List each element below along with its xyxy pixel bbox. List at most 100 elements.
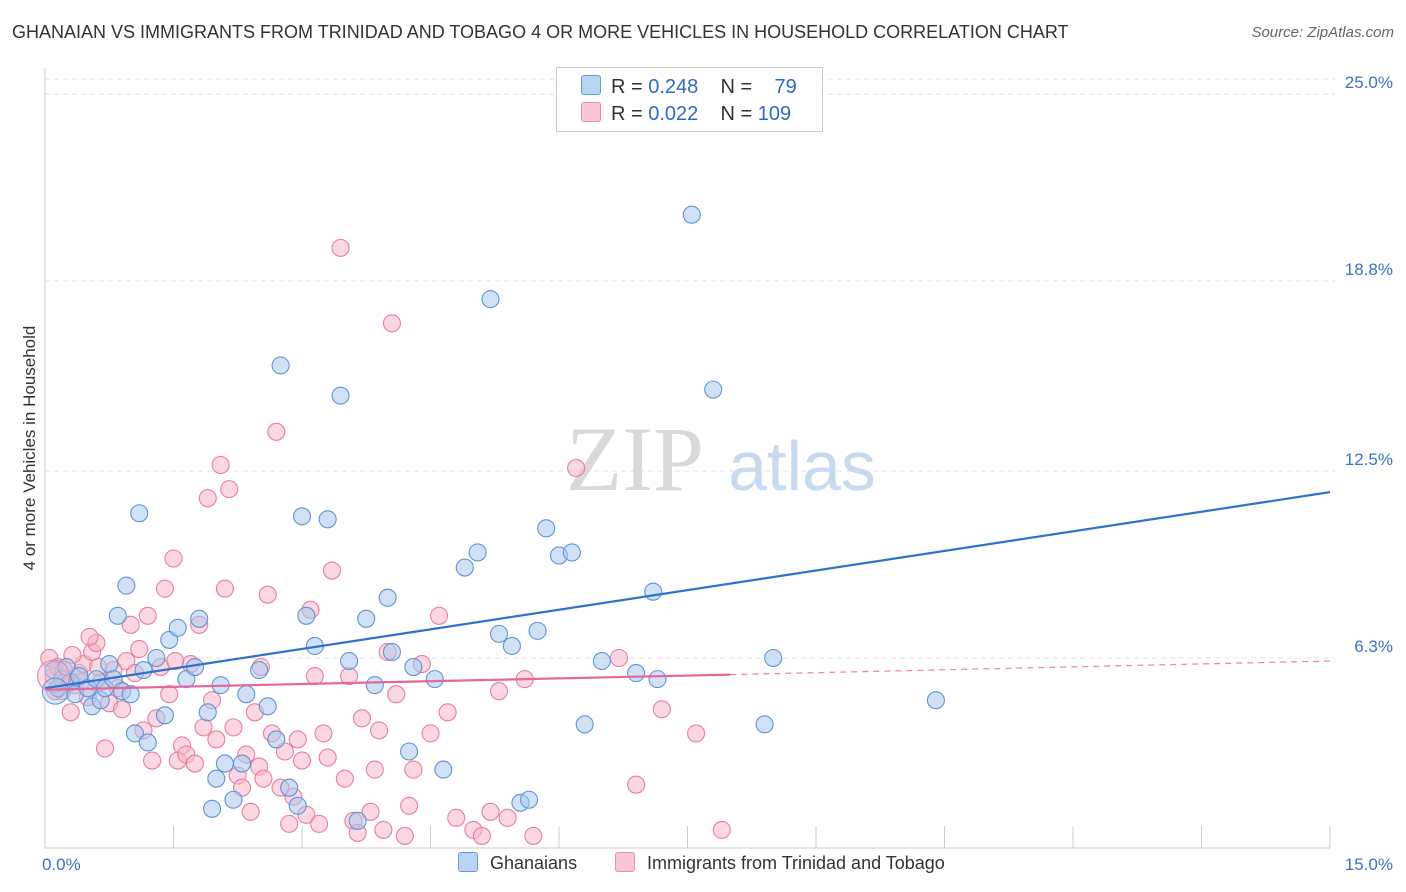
- trinidad-point: [292, 751, 312, 770]
- trinidad-point: [438, 703, 457, 722]
- legend-r-label: R =: [611, 76, 643, 98]
- ghanaian-point: [117, 576, 136, 595]
- grid-layer: [45, 78, 1335, 659]
- y-tick-label: 25.0%: [1345, 73, 1393, 92]
- legend-r-value: 0.022: [648, 103, 699, 125]
- ghanaian-point: [237, 685, 256, 704]
- y-tick-label: 6.3%: [1354, 637, 1393, 656]
- trinidad-point: [207, 730, 226, 749]
- ghanaian-point: [644, 582, 663, 601]
- ghanaian-point: [382, 642, 402, 662]
- trinidad-point: [382, 314, 402, 333]
- correlation-legend: R = 0.248 N = 79 R = 0.022 N = 109: [556, 67, 823, 132]
- ghanaian-point: [190, 609, 209, 628]
- ghanaian-point: [297, 606, 316, 625]
- trinidad-point: [37, 659, 71, 693]
- trinidad-point: [198, 489, 217, 508]
- trinidad-point: [305, 667, 324, 686]
- tick-labels: 6.3% 12.5% 18.8% 25.0% 0.0% 15.0%: [42, 73, 1393, 874]
- trinidad-point: [95, 739, 115, 758]
- legend-row-ghanaians: R = 0.248 N = 79: [581, 75, 797, 99]
- ghanaian-point: [280, 778, 299, 797]
- trinidad-point: [155, 579, 174, 598]
- ghanaian-point: [648, 670, 667, 689]
- ghanaian-point: [138, 733, 157, 752]
- bottom-legend-ghanaians: Ghanaians: [458, 852, 577, 874]
- legend-swatch-blue: [581, 75, 601, 95]
- bottom-legend-swatch-blue: [458, 852, 478, 872]
- axes-layer: [44, 68, 1331, 849]
- watermark: ZIP atlas: [566, 408, 876, 510]
- bottom-legend-swatch-pink: [615, 852, 635, 872]
- ghanaian-point: [318, 510, 337, 529]
- ghanaian-point: [134, 661, 153, 680]
- ghanaian-point: [502, 636, 521, 655]
- trinidad-point: [481, 802, 500, 821]
- legend-row-trinidad: R = 0.022 N = 109: [581, 102, 791, 126]
- trinidad-point: [361, 802, 380, 821]
- legend-n-label: N =: [720, 76, 753, 98]
- trinidad-point: [430, 606, 449, 625]
- ghanaian-point: [455, 558, 474, 577]
- trinidad-point: [194, 718, 213, 737]
- trinidad-trend-line: [44, 673, 731, 691]
- trinidad-point: [567, 458, 586, 478]
- trinidad-point: [524, 826, 543, 845]
- x-tick-label: 15.0%: [1345, 855, 1393, 874]
- ghanaian-point: [357, 609, 376, 628]
- y-tick-label: 18.8%: [1345, 260, 1393, 279]
- legend-n-value: 109: [757, 103, 792, 125]
- trinidad-point: [400, 796, 419, 815]
- source-credit: Source: ZipAtlas.com: [1251, 24, 1394, 41]
- ghanaian-point: [926, 691, 945, 710]
- ghanaian-point: [267, 730, 286, 749]
- ghanaian-point: [764, 648, 783, 668]
- ghanaian-point: [434, 760, 453, 779]
- trinidad-point: [395, 826, 414, 845]
- trinidad-point: [258, 585, 277, 604]
- ghanaian-point: [682, 205, 701, 224]
- ghanaian-point: [528, 621, 547, 640]
- ghanaian-point: [704, 380, 723, 399]
- ghanaian-point: [425, 670, 444, 689]
- trinidad-point: [652, 700, 671, 719]
- trinidad-point: [143, 751, 162, 770]
- trinidad-point: [498, 808, 517, 827]
- ghanaian-point: [203, 799, 222, 818]
- trinidad-point: [267, 422, 286, 441]
- trinidad-point: [712, 820, 731, 839]
- trinidad-point: [421, 724, 440, 743]
- ghanaian-point: [400, 742, 419, 761]
- x-tick-label: 0.0%: [42, 855, 81, 874]
- y-axis-label-wrap: 4 or more Vehicles in Household: [18, 290, 42, 610]
- bottom-legend-trinidad: Immigrants from Trinidad and Tobago: [615, 852, 945, 874]
- trinidad-point: [160, 685, 179, 704]
- trinidad-point: [370, 721, 389, 740]
- legend-n-value: 79: [774, 76, 797, 98]
- trinidad-point: [314, 724, 333, 743]
- ghanaian-point: [130, 504, 149, 523]
- ghanaian-point: [215, 754, 234, 773]
- ghanaian-point: [404, 658, 423, 677]
- ghanaian-point: [125, 724, 144, 743]
- ghanaian-point: [481, 290, 500, 309]
- legend-r-label: R =: [611, 103, 643, 125]
- trinidad-point: [211, 455, 230, 475]
- legend-n-label: N =: [720, 103, 753, 125]
- ghanaian-point: [292, 507, 312, 526]
- ghanaian-point: [250, 661, 269, 680]
- bottom-legend-label: Immigrants from Trinidad and Tobago: [647, 853, 945, 873]
- ghanaian-point: [224, 790, 243, 809]
- trinidad-point: [387, 685, 406, 704]
- trinidad-point: [489, 682, 509, 701]
- ghanaian-point: [562, 543, 581, 562]
- trinidad-point: [220, 480, 239, 499]
- ghanaian-point: [108, 606, 127, 625]
- legend-swatch-pink: [581, 102, 601, 122]
- ghanaian-point: [340, 651, 359, 671]
- ghanaian-point: [288, 796, 307, 815]
- trinidad-point: [241, 802, 260, 821]
- ghanaian-point: [468, 543, 487, 562]
- ghanaian-point: [755, 715, 774, 734]
- ghanaian-point: [592, 651, 611, 671]
